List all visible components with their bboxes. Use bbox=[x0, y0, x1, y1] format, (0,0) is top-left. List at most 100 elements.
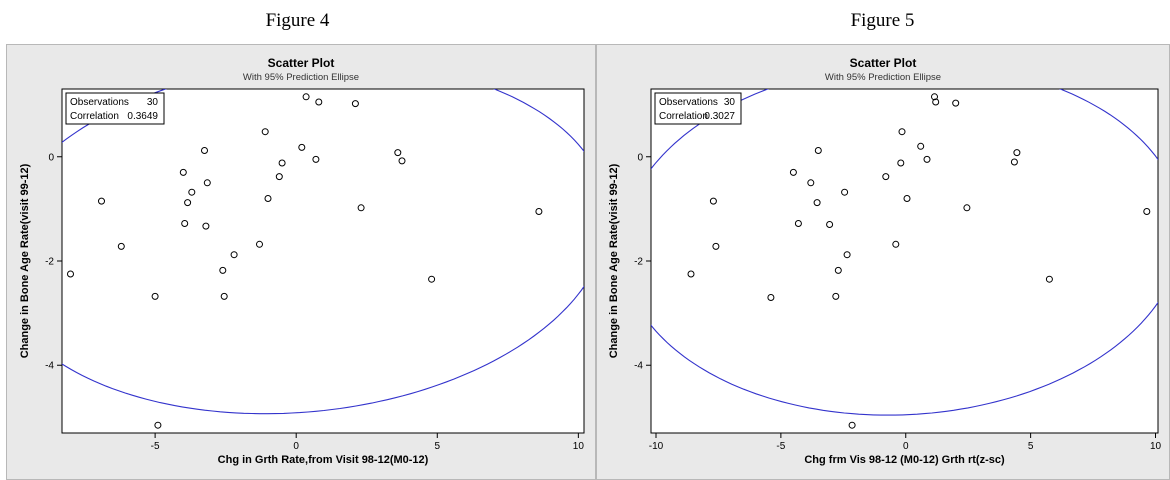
data-point bbox=[898, 128, 906, 136]
y-axis-label: Change in Bone Age Rate(visit 99-12) bbox=[19, 163, 31, 358]
data-point bbox=[848, 421, 856, 429]
x-tick-label: 10 bbox=[1150, 441, 1162, 452]
data-point bbox=[1045, 275, 1053, 283]
y-tick-label: 0 bbox=[48, 152, 54, 163]
data-point bbox=[932, 98, 940, 106]
data-point bbox=[202, 222, 210, 230]
observations-value: 30 bbox=[147, 97, 159, 108]
x-tick-label: 10 bbox=[573, 441, 585, 452]
data-point bbox=[154, 421, 162, 429]
x-tick-label: -5 bbox=[776, 441, 785, 452]
data-point bbox=[398, 157, 406, 165]
data-point bbox=[882, 173, 890, 181]
data-point bbox=[834, 266, 842, 274]
data-point bbox=[841, 188, 849, 196]
data-point bbox=[709, 197, 717, 205]
figure-caption-5: Figure 5 bbox=[850, 10, 915, 31]
x-tick-label: 0 bbox=[903, 441, 909, 452]
prediction-ellipse bbox=[651, 89, 1158, 416]
stats-inset-box bbox=[654, 92, 742, 125]
data-point bbox=[201, 147, 208, 154]
data-point bbox=[843, 251, 851, 259]
data-point bbox=[917, 142, 925, 150]
y-tick-label: -2 bbox=[634, 257, 643, 268]
data-point bbox=[428, 275, 436, 283]
data-point bbox=[98, 197, 105, 205]
data-point bbox=[179, 168, 187, 176]
data-point bbox=[897, 159, 905, 167]
x-tick-label: 5 bbox=[1028, 441, 1034, 452]
x-tick-label: 0 bbox=[293, 441, 299, 452]
scatter-chart-figure-5: Scatter Plot With 95% Prediction Ellipse -… bbox=[608, 56, 1162, 466]
data-point bbox=[351, 100, 359, 108]
data-point bbox=[151, 292, 159, 300]
x-tick-label: 5 bbox=[434, 441, 440, 452]
data-point bbox=[278, 159, 286, 167]
data-point bbox=[789, 168, 797, 176]
x-axis-label: Chg in Grth Rate,from Visit 98-12(M0-12) bbox=[218, 454, 429, 466]
chart-panel-figure-5: Scatter Plot With 95% Prediction Ellipse -… bbox=[596, 44, 1170, 480]
observations-value: 30 bbox=[724, 97, 736, 108]
x-tick-label: -5 bbox=[151, 441, 160, 452]
data-point bbox=[923, 155, 931, 163]
data-point bbox=[312, 155, 320, 163]
prediction-ellipse bbox=[62, 89, 584, 415]
data-point bbox=[181, 220, 189, 227]
data-point bbox=[302, 93, 310, 101]
data-point bbox=[264, 195, 272, 202]
y-tick-label: 0 bbox=[637, 152, 643, 163]
data-point bbox=[832, 292, 840, 300]
figure-caption-4: Figure 4 bbox=[265, 10, 330, 31]
plot-area bbox=[650, 88, 1159, 434]
data-point bbox=[767, 294, 775, 301]
y-tick-label: -4 bbox=[634, 361, 643, 372]
correlation-label: Correlation bbox=[70, 111, 119, 122]
correlation-value: 0.3027 bbox=[704, 111, 735, 122]
x-axis-label: Chg frm Vis 98-12 (M0-12) Grth rt(z-sc) bbox=[804, 454, 1005, 466]
data-point bbox=[535, 208, 543, 215]
data-point bbox=[1010, 158, 1018, 166]
data-point bbox=[1013, 149, 1021, 157]
chart-title: Scatter Plot bbox=[268, 56, 335, 70]
data-point bbox=[184, 199, 192, 207]
data-point bbox=[298, 143, 306, 151]
data-point bbox=[220, 292, 228, 300]
data-point bbox=[67, 270, 74, 278]
data-point bbox=[261, 128, 269, 136]
observations-label: Observations bbox=[70, 97, 129, 108]
data-point bbox=[807, 179, 815, 187]
data-point bbox=[712, 242, 720, 250]
data-point bbox=[687, 270, 695, 278]
data-point bbox=[315, 98, 323, 106]
y-tick-label: -2 bbox=[45, 257, 54, 268]
data-point bbox=[963, 204, 971, 212]
data-point bbox=[1143, 208, 1151, 215]
data-point bbox=[203, 179, 211, 187]
correlation-value: 0.3649 bbox=[127, 111, 158, 122]
data-point bbox=[357, 204, 365, 212]
chart-title: Scatter Plot bbox=[850, 56, 917, 70]
data-point bbox=[903, 195, 911, 202]
chart-subtitle: With 95% Prediction Ellipse bbox=[825, 72, 941, 83]
y-axis-label: Change in Bone Age Rate(visit 99-12) bbox=[608, 163, 620, 358]
x-tick-label: -10 bbox=[649, 441, 664, 452]
data-point bbox=[188, 188, 196, 196]
correlation-label: Correlation bbox=[659, 111, 708, 122]
data-point bbox=[394, 149, 402, 157]
chart-subtitle: With 95% Prediction Ellipse bbox=[243, 72, 359, 83]
scatter-chart-figure-4: Scatter Plot With 95% Prediction Ellipse -… bbox=[19, 56, 585, 466]
y-tick-label: -4 bbox=[45, 361, 54, 372]
stats-inset-box bbox=[65, 92, 165, 125]
data-point bbox=[794, 220, 802, 227]
data-point bbox=[275, 173, 283, 181]
plot-area bbox=[61, 88, 585, 434]
data-point bbox=[219, 266, 227, 274]
observations-label: Observations bbox=[659, 97, 718, 108]
data-point bbox=[256, 240, 263, 248]
data-point bbox=[931, 93, 938, 101]
data-point bbox=[892, 240, 900, 248]
data-point bbox=[230, 251, 238, 259]
data-point bbox=[826, 221, 834, 228]
data-point bbox=[117, 242, 125, 250]
data-point bbox=[814, 147, 822, 154]
